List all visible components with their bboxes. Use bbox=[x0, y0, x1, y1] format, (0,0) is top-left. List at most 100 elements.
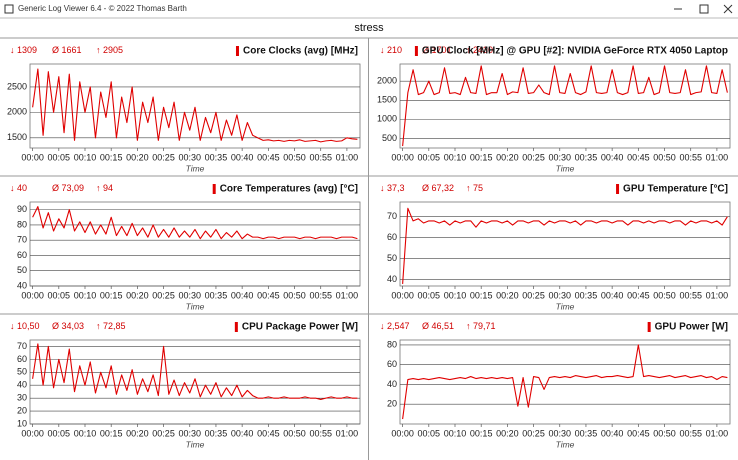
legend-marker bbox=[212, 184, 216, 194]
x-tick-label: 00:10 bbox=[444, 290, 467, 300]
stat-value: 210 bbox=[387, 45, 402, 55]
stat-value: 1309 bbox=[17, 45, 37, 55]
chart-title: CPU Package Power [W] bbox=[242, 322, 358, 333]
x-tick-label: 01:00 bbox=[706, 428, 729, 438]
stat: Ø 73,09 bbox=[52, 183, 84, 193]
y-tick-label: 70 bbox=[17, 341, 27, 351]
x-tick-label: 00:55 bbox=[679, 428, 702, 438]
chart-title: GPU Clock [MHz] @ GPU [#2]: NVIDIA GeFor… bbox=[422, 46, 728, 57]
plot-area bbox=[29, 201, 361, 287]
x-tick-label: 00:10 bbox=[74, 428, 97, 438]
stat-symbol: ↑ bbox=[466, 45, 471, 55]
x-tick-label: 00:25 bbox=[152, 290, 175, 300]
stat-value: 34,03 bbox=[62, 321, 85, 331]
stat: ↓ 2,547 bbox=[380, 321, 410, 331]
maximize-button[interactable] bbox=[699, 4, 709, 14]
x-axis-label: Time bbox=[556, 163, 575, 173]
x-axis-label: Time bbox=[556, 301, 575, 311]
x-axis-label: Time bbox=[186, 301, 205, 311]
y-tick-label: 2000 bbox=[377, 76, 397, 86]
y-tick-label: 50 bbox=[17, 265, 27, 275]
stat: ↓ 40 bbox=[10, 183, 27, 193]
y-tick-label: 50 bbox=[387, 253, 397, 263]
x-tick-label: 00:30 bbox=[548, 290, 571, 300]
close-button[interactable] bbox=[723, 4, 733, 14]
stat-symbol: ↓ bbox=[10, 45, 15, 55]
y-tick-label: 80 bbox=[17, 219, 27, 229]
x-tick-label: 00:00 bbox=[21, 152, 44, 162]
plot-area bbox=[399, 339, 731, 425]
stat: ↑ 2430 bbox=[466, 45, 493, 55]
x-tick-label: 00:55 bbox=[309, 152, 332, 162]
x-tick-label: 00:35 bbox=[205, 428, 228, 438]
x-tick-label: 00:35 bbox=[205, 152, 228, 162]
stat: ↑ 72,85 bbox=[96, 321, 126, 331]
y-tick-label: 70 bbox=[387, 211, 397, 221]
stat-value: 46,51 bbox=[432, 321, 455, 331]
stat: ↓ 37,3 bbox=[380, 183, 405, 193]
stat: Ø 67,32 bbox=[422, 183, 454, 193]
x-tick-label: 00:00 bbox=[21, 290, 44, 300]
x-tick-label: 00:50 bbox=[653, 290, 676, 300]
data-line bbox=[402, 344, 728, 420]
stat: Ø 1701 bbox=[422, 45, 452, 55]
y-tick-label: 1000 bbox=[377, 114, 397, 124]
x-tick-label: 00:05 bbox=[418, 290, 441, 300]
stat-symbol: ↑ bbox=[96, 183, 101, 193]
stat: ↑ 79,71 bbox=[466, 321, 496, 331]
y-tick-label: 40 bbox=[17, 380, 27, 390]
stat-symbol: ↓ bbox=[380, 45, 385, 55]
x-tick-label: 00:05 bbox=[418, 152, 441, 162]
x-tick-label: 00:15 bbox=[470, 290, 493, 300]
stat-symbol: ↑ bbox=[466, 183, 471, 193]
plot-area bbox=[399, 201, 731, 287]
x-tick-label: 00:55 bbox=[679, 290, 702, 300]
window-title: Generic Log Viewer 6.4 - © 2022 Thomas B… bbox=[18, 4, 187, 13]
y-tick-label: 2500 bbox=[7, 81, 27, 91]
stat-symbol: Ø bbox=[52, 45, 59, 55]
x-axis-label: Time bbox=[186, 439, 205, 449]
x-tick-label: 00:45 bbox=[257, 290, 280, 300]
x-tick-label: 00:15 bbox=[100, 290, 123, 300]
stat-symbol: ↑ bbox=[466, 321, 471, 331]
y-tick-label: 60 bbox=[387, 359, 397, 369]
stat-symbol: ↑ bbox=[96, 321, 101, 331]
chart-title: Core Clocks (avg) [MHz] bbox=[243, 46, 358, 57]
y-tick-label: 70 bbox=[17, 235, 27, 245]
x-axis-label: Time bbox=[186, 163, 205, 173]
stat-value: 2905 bbox=[103, 45, 123, 55]
y-tick-label: 40 bbox=[387, 379, 397, 389]
stat-value: 1661 bbox=[62, 45, 82, 55]
x-tick-label: 01:00 bbox=[336, 428, 359, 438]
title-bar bbox=[0, 0, 738, 18]
x-tick-label: 00:45 bbox=[257, 152, 280, 162]
y-tick-label: 40 bbox=[387, 274, 397, 284]
chart-title: GPU Temperature [°C] bbox=[623, 184, 728, 195]
y-tick-label: 90 bbox=[17, 204, 27, 214]
y-tick-label: 60 bbox=[17, 354, 27, 364]
x-tick-label: 00:30 bbox=[548, 428, 571, 438]
x-tick-label: 00:45 bbox=[627, 428, 650, 438]
stat-symbol: ↓ bbox=[380, 321, 385, 331]
y-tick-label: 500 bbox=[382, 133, 397, 143]
x-tick-label: 00:35 bbox=[575, 428, 598, 438]
plot-area bbox=[29, 339, 361, 425]
x-tick-label: 00:45 bbox=[257, 428, 280, 438]
x-tick-label: 01:00 bbox=[336, 290, 359, 300]
y-tick-label: 1500 bbox=[377, 95, 397, 105]
data-line bbox=[32, 206, 358, 240]
stat-symbol: ↑ bbox=[96, 45, 101, 55]
x-tick-label: 00:30 bbox=[178, 428, 201, 438]
y-tick-label: 2000 bbox=[7, 107, 27, 117]
x-tick-label: 00:00 bbox=[391, 428, 414, 438]
data-line bbox=[32, 68, 358, 143]
y-tick-label: 20 bbox=[387, 399, 397, 409]
x-tick-label: 00:50 bbox=[653, 428, 676, 438]
stat: Ø 34,03 bbox=[52, 321, 84, 331]
x-tick-label: 00:55 bbox=[309, 290, 332, 300]
x-tick-label: 00:35 bbox=[575, 152, 598, 162]
x-tick-label: 00:00 bbox=[391, 152, 414, 162]
legend-marker bbox=[414, 46, 418, 56]
chart-title: GPU Power [W] bbox=[655, 322, 728, 333]
x-tick-label: 00:10 bbox=[444, 152, 467, 162]
